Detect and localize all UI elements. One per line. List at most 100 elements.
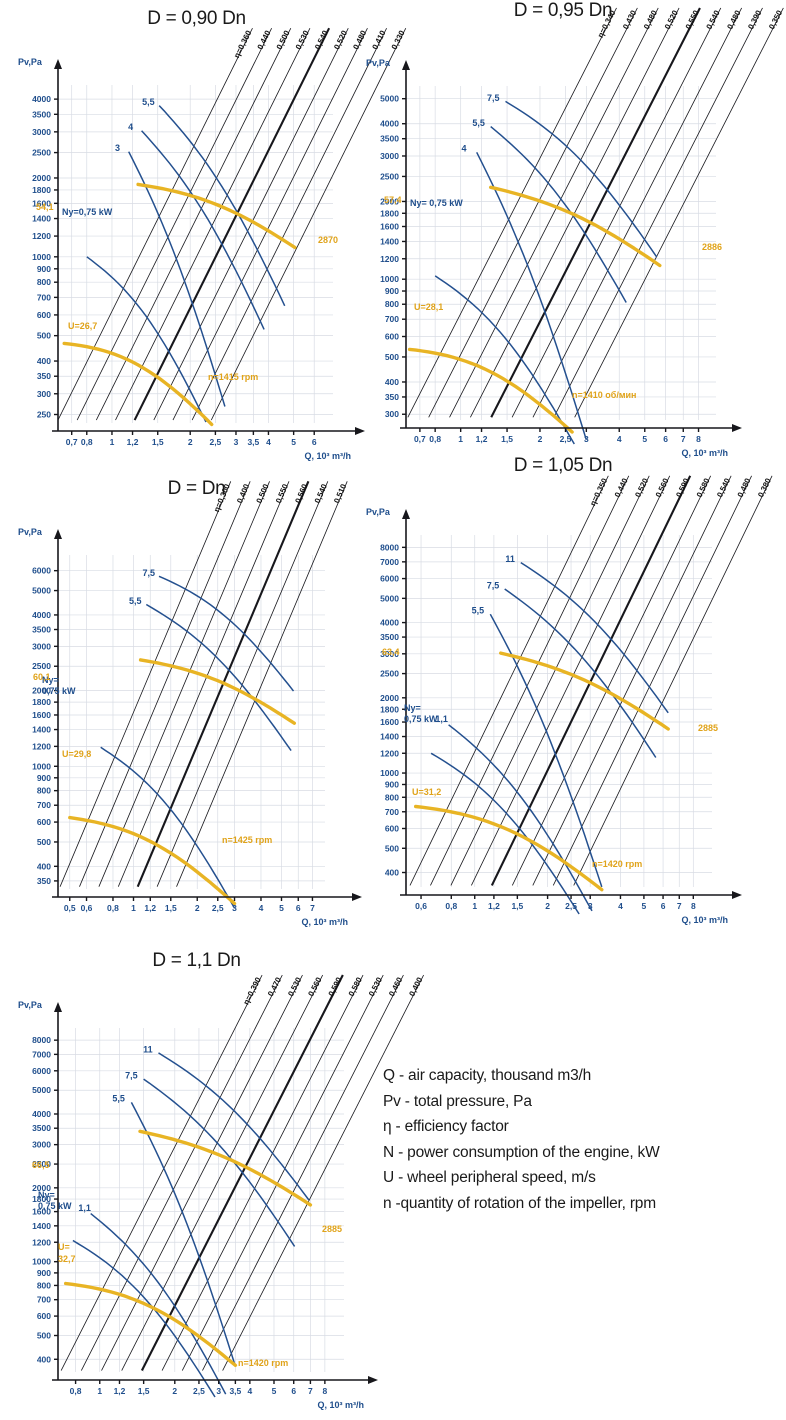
svg-text:Ny= 0,75 kW: Ny= 0,75 kW — [410, 198, 463, 208]
efficiency-line — [115, 27, 311, 421]
svg-text:1,2: 1,2 — [144, 903, 156, 913]
axes — [400, 60, 742, 432]
svg-text:5: 5 — [291, 437, 296, 447]
gold-curve — [62, 341, 214, 427]
efficiency-line — [80, 974, 283, 1371]
efficiency-line — [57, 27, 253, 421]
efficiency-lines: η=0,350 0,440 0,520 0,560 0,590 0,580 0,540 0,4… — [409, 475, 773, 886]
svg-text:1400: 1400 — [380, 732, 399, 742]
svg-text:2500: 2500 — [380, 669, 399, 679]
svg-text:7: 7 — [677, 901, 682, 911]
svg-text:0,400: 0,400 — [407, 975, 424, 997]
svg-text:U=29,8: U=29,8 — [62, 749, 91, 759]
efficiency-line — [59, 481, 232, 887]
svg-text:8: 8 — [323, 1386, 328, 1396]
svg-text:1800: 1800 — [380, 704, 399, 714]
svg-text:Pv,Pa: Pv,Pa — [18, 527, 43, 537]
svg-text:4000: 4000 — [32, 94, 51, 104]
svg-text:3: 3 — [232, 903, 237, 913]
power-curve — [448, 724, 593, 912]
svg-text:0,530: 0,530 — [294, 29, 311, 51]
svg-text:0,580: 0,580 — [695, 476, 712, 498]
svg-text:700: 700 — [385, 314, 399, 324]
svg-text:4: 4 — [618, 901, 623, 911]
svg-text:350: 350 — [37, 371, 51, 381]
power-curve — [520, 561, 669, 714]
grid-lines — [58, 1028, 344, 1372]
svg-text:2870: 2870 — [318, 235, 338, 245]
svg-text:0,8: 0,8 — [107, 903, 119, 913]
svg-text:1400: 1400 — [32, 1221, 51, 1231]
svg-text:54,1: 54,1 — [36, 202, 54, 212]
svg-text:4: 4 — [617, 434, 622, 444]
svg-text:6: 6 — [291, 1386, 296, 1396]
svg-text:6: 6 — [663, 434, 668, 444]
svg-text:U=31,2: U=31,2 — [412, 787, 441, 797]
svg-text:0,8: 0,8 — [70, 1386, 82, 1396]
svg-text:1200: 1200 — [380, 748, 399, 758]
tick-labels: 8000700060005000400035003000250020001800… — [380, 542, 696, 911]
svg-text:1,2: 1,2 — [476, 434, 488, 444]
efficiency-line — [409, 475, 609, 886]
svg-text:1,5: 1,5 — [152, 437, 164, 447]
svg-text:2,5: 2,5 — [565, 901, 577, 911]
svg-text:5: 5 — [642, 434, 647, 444]
svg-text:5,5: 5,5 — [472, 606, 485, 616]
efficiency-line — [176, 481, 348, 887]
svg-text:4: 4 — [462, 144, 467, 154]
svg-text:32,7: 32,7 — [58, 1254, 76, 1264]
annotations: Ny=0,75 kW U=29,8 60,1 n=1425 rpm — [33, 672, 272, 845]
svg-text:400: 400 — [37, 1354, 51, 1364]
axis-names: Pv,Pa Q, 10³ m³/h — [18, 1000, 364, 1410]
power-curve — [490, 126, 627, 303]
svg-text:400: 400 — [385, 377, 399, 387]
gold-curves — [414, 651, 670, 892]
svg-text:5,5: 5,5 — [129, 596, 142, 606]
svg-text:6000: 6000 — [380, 574, 399, 584]
svg-text:0,460: 0,460 — [387, 975, 404, 997]
gold-curve — [68, 815, 237, 906]
svg-text:3500: 3500 — [380, 632, 399, 642]
svg-text:Ny=: Ny= — [404, 703, 421, 713]
gold-curve — [414, 804, 604, 892]
gold-curve — [489, 185, 662, 268]
svg-text:500: 500 — [385, 352, 399, 362]
power-curve — [158, 105, 286, 307]
svg-text:0,8: 0,8 — [429, 434, 441, 444]
svg-text:700: 700 — [37, 292, 51, 302]
svg-text:8: 8 — [696, 434, 701, 444]
svg-text:3000: 3000 — [32, 127, 51, 137]
svg-text:800: 800 — [37, 277, 51, 287]
svg-text:400: 400 — [37, 356, 51, 366]
efficiency-line — [450, 475, 650, 886]
power-curve — [141, 130, 265, 330]
svg-text:0,75 kW: 0,75 kW — [42, 686, 76, 696]
power-curve — [90, 1213, 227, 1395]
chart-title-4: D = 1,05 Dn — [513, 455, 613, 476]
svg-text:2,5: 2,5 — [209, 437, 221, 447]
svg-text:6: 6 — [296, 903, 301, 913]
svg-text:1800: 1800 — [32, 697, 51, 707]
svg-text:4000: 4000 — [380, 618, 399, 628]
gold-curves — [68, 658, 296, 906]
power-curve — [489, 613, 603, 888]
svg-text:500: 500 — [37, 331, 51, 341]
svg-text:800: 800 — [385, 792, 399, 802]
svg-text:350: 350 — [385, 392, 399, 402]
svg-text:500: 500 — [37, 837, 51, 847]
tick-labels: 8000700060005000400035003000250020001800… — [32, 1035, 327, 1396]
axes — [52, 529, 362, 901]
svg-text:0,6: 0,6 — [81, 903, 93, 913]
svg-text:1,1: 1,1 — [78, 1203, 91, 1213]
svg-text:0,560: 0,560 — [306, 975, 323, 997]
svg-text:7,5: 7,5 — [487, 581, 500, 591]
power-curve — [100, 746, 236, 909]
power-curve — [143, 1078, 296, 1247]
chart-panel-2: D = 0,95 Dn η=0,340 0,430 0,480 0,520 0,550 0… — [340, 0, 786, 470]
svg-text:500: 500 — [37, 1331, 51, 1341]
chart-panel-1: D = 0,90 Dn η=0,360 0,440 0,500 0,530 0,540 0… — [0, 0, 407, 470]
svg-text:Q, 10³ m³/h: Q, 10³ m³/h — [304, 451, 351, 461]
efficiency-line — [202, 974, 404, 1371]
svg-text:700: 700 — [37, 1295, 51, 1305]
svg-text:1000: 1000 — [32, 1257, 51, 1267]
